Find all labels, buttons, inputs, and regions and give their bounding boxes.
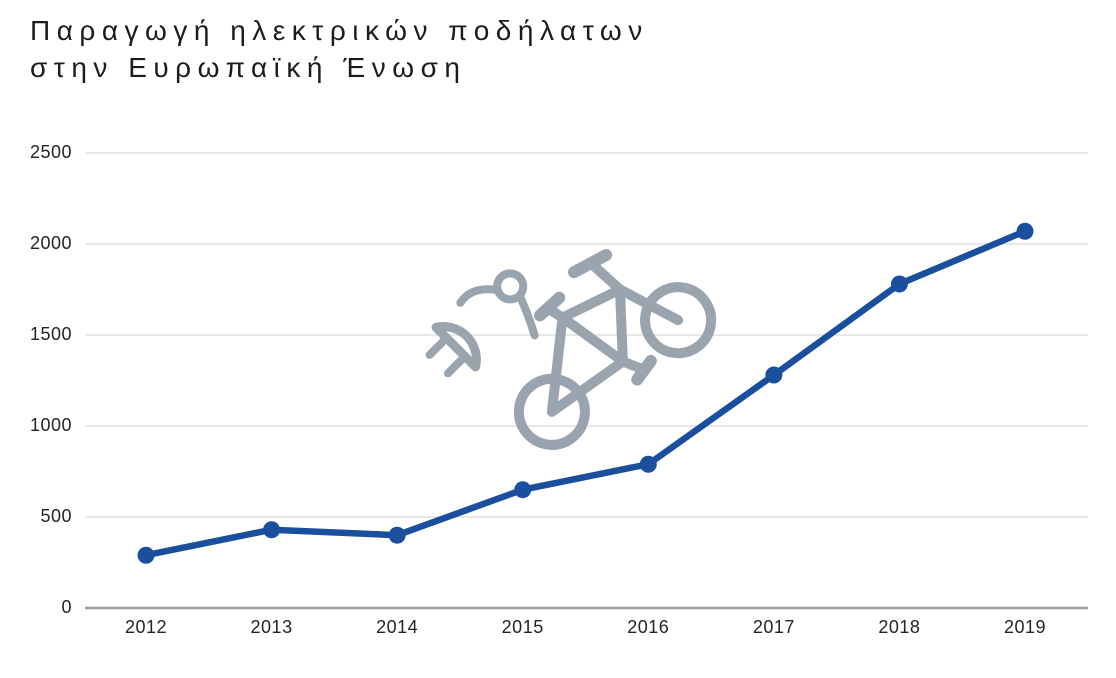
chart-title-line-2: στην Ευρωπαϊκή Ένωση bbox=[30, 52, 467, 83]
data-point bbox=[1016, 222, 1034, 240]
x-tick-label: 2013 bbox=[250, 617, 293, 637]
x-tick-label: 2019 bbox=[1003, 617, 1047, 637]
data-point bbox=[263, 521, 281, 539]
power-plug-icon bbox=[425, 322, 481, 378]
y-tick-label: 2500 bbox=[29, 142, 72, 162]
chart-title-line-1: Παραγωγή ηλεκτρικών ποδήλατων bbox=[30, 15, 649, 46]
y-tick-label: 1000 bbox=[29, 415, 72, 435]
x-tick-label: 2014 bbox=[376, 617, 419, 637]
plug-prong-bottom bbox=[443, 355, 467, 378]
plug-prong-top bbox=[425, 336, 448, 359]
bike-front-wheel bbox=[640, 282, 717, 359]
x-tick-label: 2016 bbox=[627, 617, 670, 637]
bike-frame bbox=[546, 312, 628, 417]
electric-bike-plug-icon bbox=[425, 249, 717, 450]
bike-top-tube bbox=[557, 284, 625, 323]
bike-seat bbox=[533, 291, 566, 322]
plug-body bbox=[431, 322, 481, 372]
data-point bbox=[388, 526, 406, 544]
data-point bbox=[765, 366, 783, 384]
x-tick-label: 2012 bbox=[124, 617, 168, 637]
x-tick-label: 2015 bbox=[501, 617, 544, 637]
bike-seat-post bbox=[548, 306, 568, 323]
data-series bbox=[137, 222, 1034, 564]
data-point bbox=[514, 481, 532, 499]
y-tick-label: 1500 bbox=[29, 324, 72, 344]
plug-cable bbox=[456, 285, 500, 307]
y-tick-label: 2000 bbox=[29, 233, 72, 253]
x-tick-label: 2017 bbox=[752, 617, 795, 637]
data-point bbox=[137, 546, 155, 564]
y-tick-label: 0 bbox=[61, 597, 72, 617]
data-point bbox=[890, 275, 908, 293]
data-line bbox=[142, 228, 1029, 559]
bike-down-tube bbox=[614, 284, 628, 367]
x-tick-label: 2018 bbox=[878, 617, 921, 637]
bike-fork bbox=[614, 284, 684, 326]
y-tick-label: 500 bbox=[40, 506, 72, 526]
bike-pedal bbox=[631, 354, 657, 386]
plug-cable-tail bbox=[516, 292, 539, 340]
data-point bbox=[639, 455, 657, 473]
bike-handlebar bbox=[568, 249, 613, 279]
bike-stem bbox=[589, 261, 625, 295]
chart-title: Παραγωγή ηλεκτρικών ποδήλατων στην Ευρωπ… bbox=[30, 12, 649, 86]
